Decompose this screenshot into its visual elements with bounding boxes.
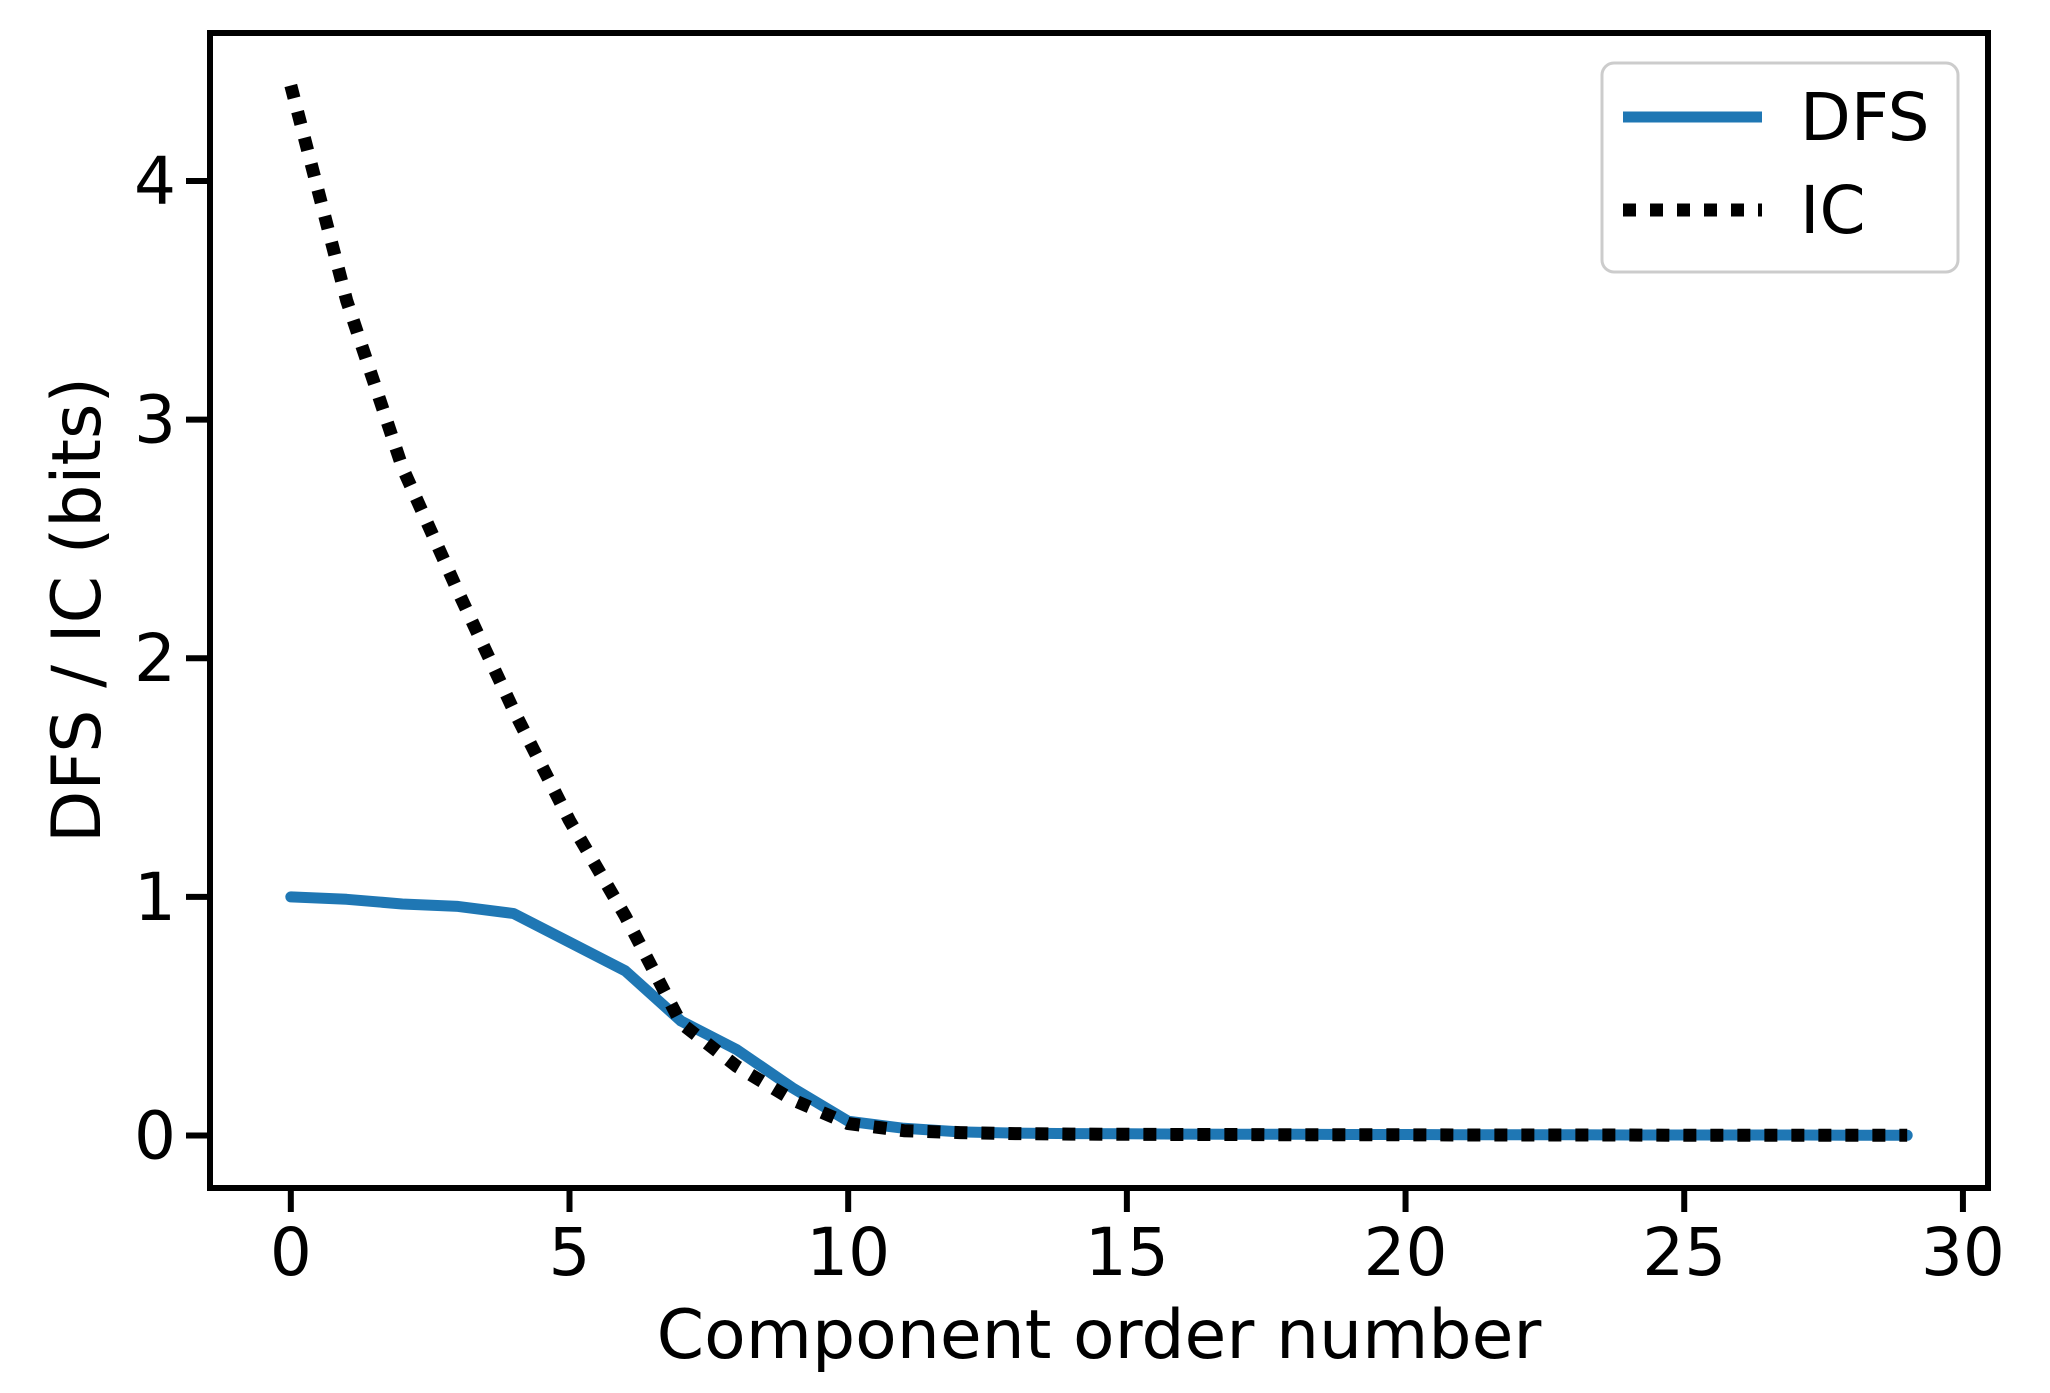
x-tick-label: 25 (1642, 1214, 1726, 1291)
y-tick-label: 2 (134, 620, 176, 697)
ic-dotted-line (284, 83, 1908, 1142)
dfs-line (285, 891, 1913, 1141)
legend-ic-label: IC (1800, 172, 1866, 249)
y-tick-label: 3 (134, 382, 176, 459)
x-axis-ticks: 0 5 10 15 20 25 30 (270, 1188, 2005, 1291)
legend: DFS IC (1600, 61, 1960, 274)
y-axis-label: DFS / IC (bits) (38, 377, 117, 843)
y-axis-ticks: 0 1 2 3 4 (134, 143, 210, 1175)
y-tick-label: 4 (134, 143, 176, 220)
x-axis-label: Component order number (657, 1296, 1542, 1375)
plot-frame (207, 30, 1991, 1191)
y-tick-label: 0 (134, 1098, 176, 1175)
legend-dfs-label: DFS (1800, 79, 1930, 156)
x-tick-label: 5 (549, 1214, 591, 1291)
x-tick-label: 30 (1921, 1214, 2005, 1291)
y-tick-label: 1 (134, 859, 176, 936)
x-tick-label: 10 (806, 1214, 890, 1291)
x-tick-label: 15 (1085, 1214, 1169, 1291)
x-tick-label: 0 (270, 1214, 312, 1291)
x-tick-label: 20 (1364, 1214, 1448, 1291)
